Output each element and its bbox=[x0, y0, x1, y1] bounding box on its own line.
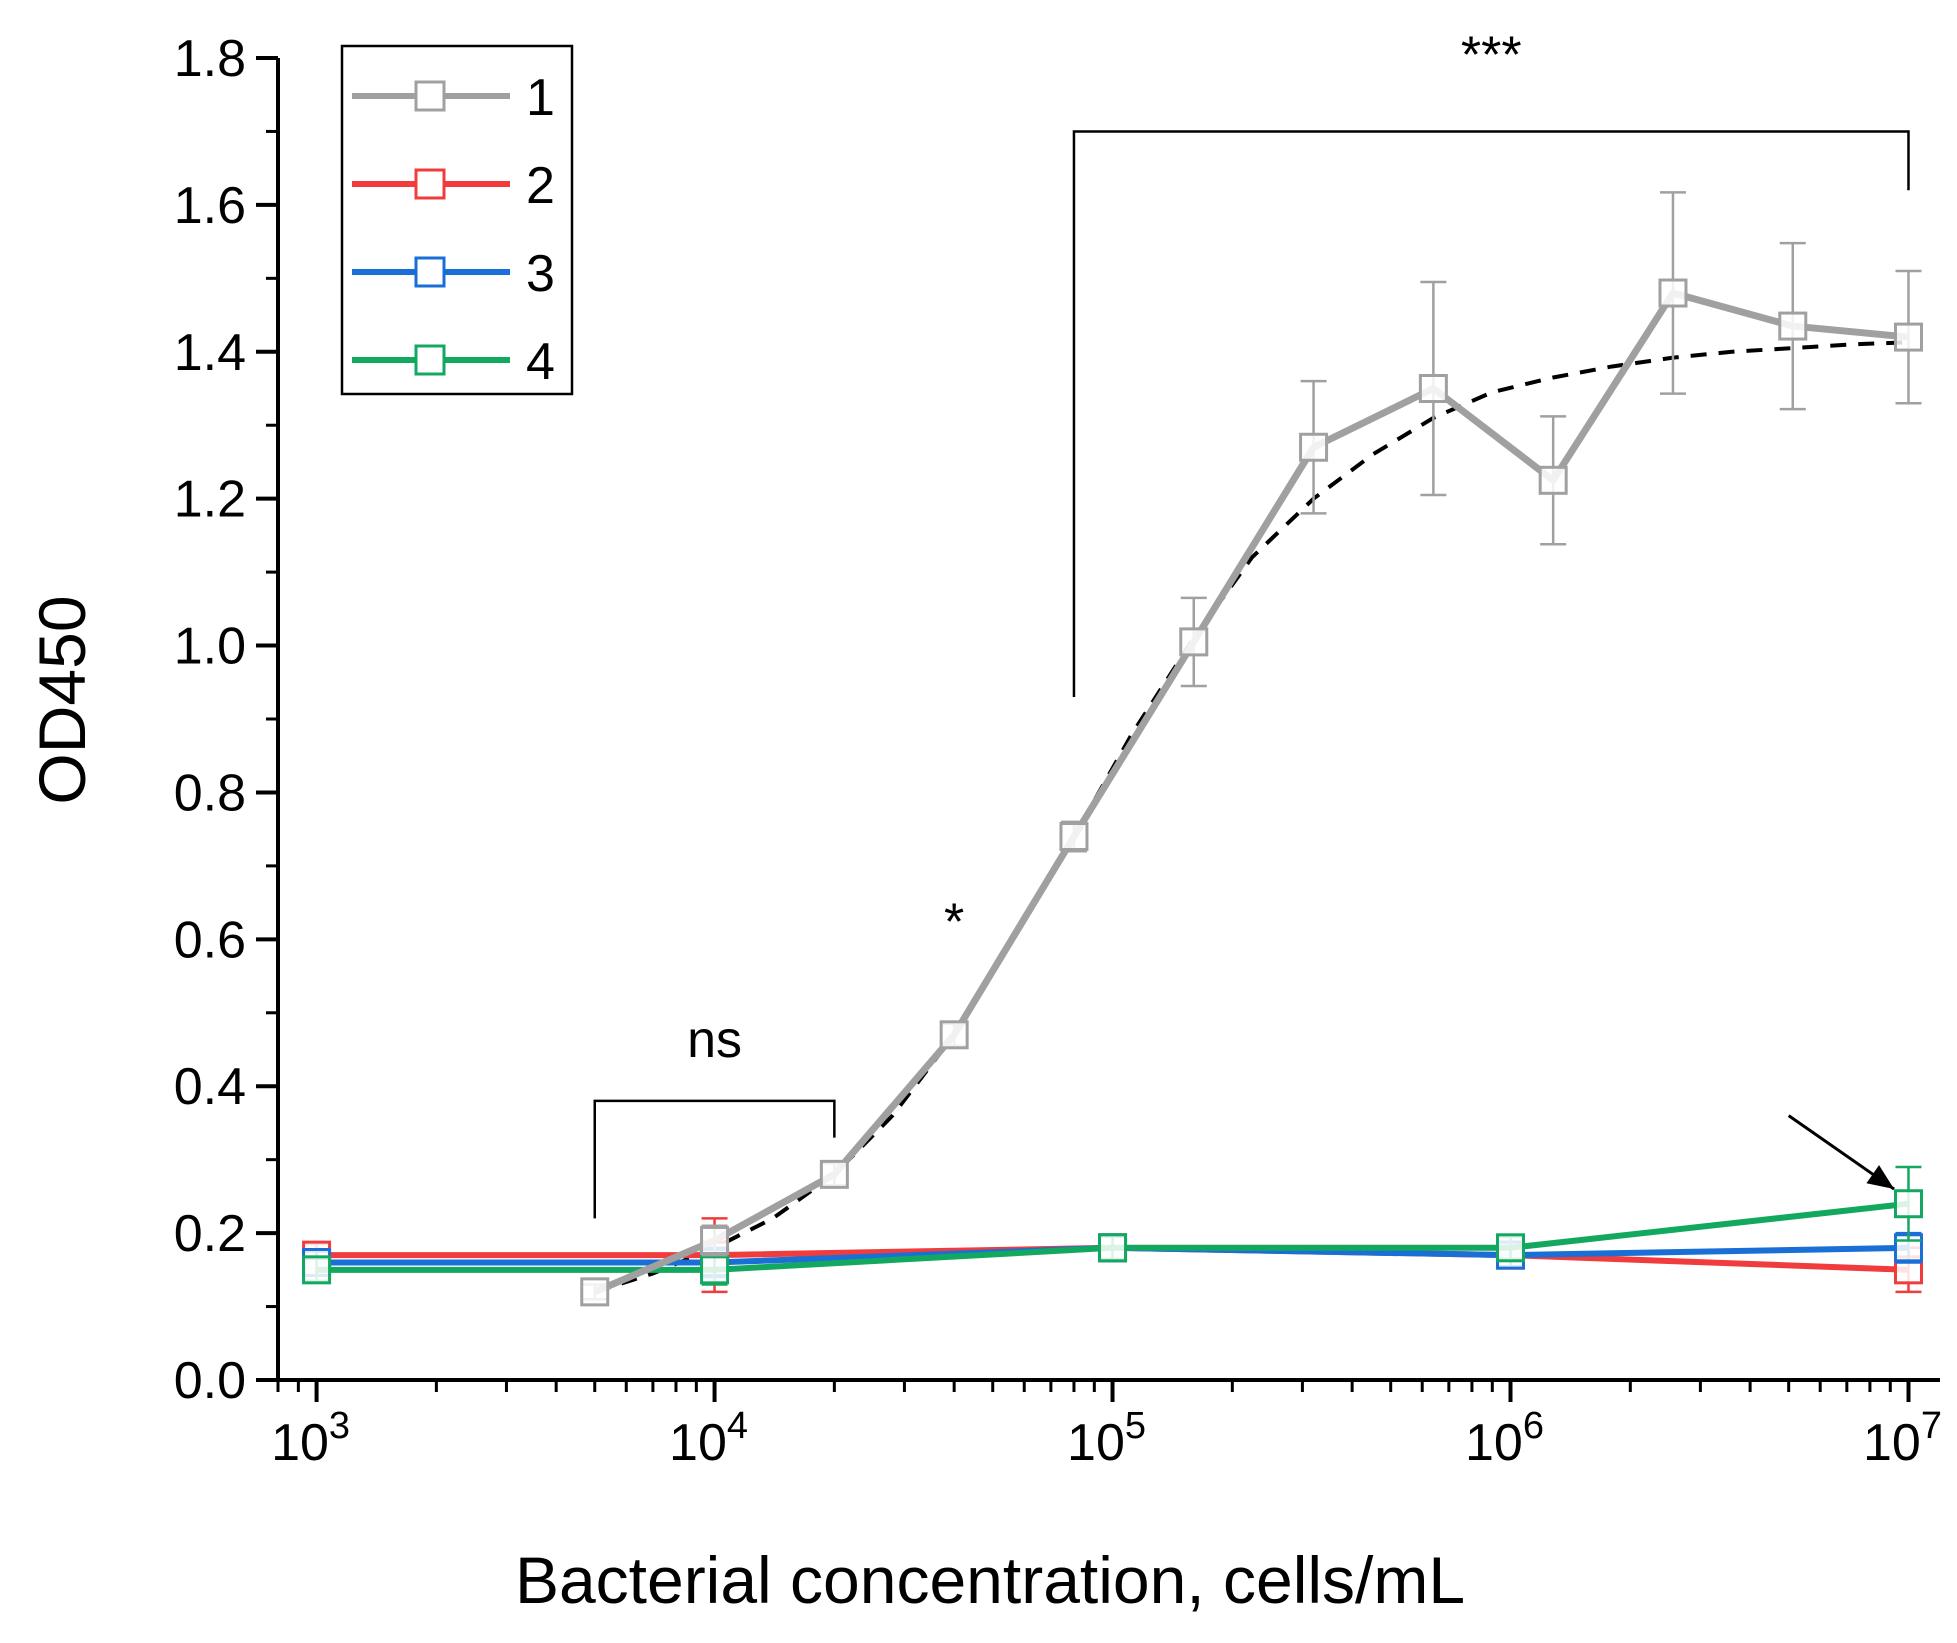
data-point bbox=[1538, 465, 1568, 495]
x-tick-label-exponent: 4 bbox=[727, 1405, 748, 1447]
data-point bbox=[1496, 1233, 1526, 1263]
data-point bbox=[939, 1020, 969, 1050]
legend-label: 1 bbox=[526, 69, 555, 127]
series-1-line bbox=[593, 289, 1909, 1296]
data-point bbox=[1418, 374, 1448, 403]
x-tick-label-base: 10 bbox=[669, 1414, 727, 1472]
y-tick-label: 1.2 bbox=[174, 471, 246, 529]
data-point bbox=[580, 1277, 610, 1307]
x-tick-label: 105 bbox=[1067, 1405, 1146, 1472]
x-tick-label-base: 10 bbox=[271, 1414, 329, 1472]
x-axis-title: Bacterial concentration, cells/mL bbox=[515, 1543, 1465, 1617]
annotations: ns**** bbox=[593, 27, 1910, 1219]
legend-marker bbox=[414, 80, 446, 112]
y-tick-label: 0.2 bbox=[174, 1205, 246, 1263]
fit-curve-layer bbox=[594, 340, 1909, 1294]
legend-marker bbox=[414, 168, 446, 200]
single-star-label: * bbox=[944, 893, 964, 951]
legend-item-4: 4 bbox=[352, 333, 555, 391]
data-point bbox=[1893, 322, 1923, 352]
data-point bbox=[700, 1225, 730, 1255]
x-tick-label-base: 10 bbox=[1863, 1414, 1921, 1472]
x-tick-label: 106 bbox=[1465, 1405, 1544, 1472]
triple-star-bracket bbox=[1072, 130, 1910, 697]
y-tick-label: 1.0 bbox=[174, 618, 246, 676]
data-point bbox=[302, 1255, 332, 1285]
triple-star-label: *** bbox=[1461, 27, 1522, 85]
ns-label: ns bbox=[687, 1011, 742, 1069]
data-point bbox=[700, 1255, 730, 1285]
series-4 bbox=[302, 1165, 1923, 1286]
data-point bbox=[1778, 311, 1808, 341]
series-1 bbox=[580, 191, 1923, 1307]
x-tick-label: 103 bbox=[271, 1405, 350, 1472]
data-point bbox=[1658, 278, 1688, 308]
legend-item-3: 3 bbox=[352, 245, 555, 303]
y-tick-label: 1.6 bbox=[174, 177, 246, 235]
x-tick-label-exponent: 3 bbox=[329, 1405, 350, 1447]
data-point bbox=[1893, 1189, 1923, 1219]
data-point bbox=[1299, 432, 1329, 462]
legend-item-2: 2 bbox=[352, 157, 555, 215]
series-layer bbox=[302, 191, 1923, 1307]
x-tick-label-base: 10 bbox=[1067, 1414, 1125, 1472]
arrow-head bbox=[1866, 1165, 1895, 1190]
data-point bbox=[1098, 1233, 1128, 1263]
legend-label: 3 bbox=[526, 245, 555, 303]
legend-label: 2 bbox=[526, 157, 555, 215]
ns-bracket bbox=[593, 1099, 836, 1219]
y-tick-label: 0.4 bbox=[174, 1058, 246, 1116]
x-tick-label: 104 bbox=[669, 1405, 748, 1472]
y-tick-label: 1.4 bbox=[174, 324, 246, 382]
y-tick-label: 0.6 bbox=[174, 911, 246, 969]
x-tick-label-exponent: 7 bbox=[1921, 1405, 1942, 1447]
x-tick-label: 107 bbox=[1863, 1405, 1942, 1472]
x-tick-label-exponent: 5 bbox=[1125, 1405, 1146, 1447]
legend-label: 4 bbox=[526, 333, 555, 391]
y-axis-title: OD450 bbox=[25, 595, 99, 804]
legend-marker bbox=[414, 344, 446, 376]
x-tick-label-base: 10 bbox=[1465, 1414, 1523, 1472]
legend-box bbox=[340, 44, 574, 396]
y-tick-label: 0.8 bbox=[174, 764, 246, 822]
legend-marker bbox=[414, 256, 446, 288]
data-point bbox=[1179, 627, 1209, 657]
legend: 1 2 3 4 bbox=[340, 44, 574, 396]
data-point bbox=[1059, 822, 1089, 852]
legend-item-1: 1 bbox=[352, 69, 555, 127]
fit-curve bbox=[594, 340, 1909, 1294]
y-tick-label: 1.8 bbox=[174, 30, 246, 88]
x-tick-label-exponent: 6 bbox=[1523, 1405, 1544, 1447]
y-tick-label: 0.0 bbox=[174, 1352, 246, 1410]
data-point bbox=[819, 1159, 849, 1189]
